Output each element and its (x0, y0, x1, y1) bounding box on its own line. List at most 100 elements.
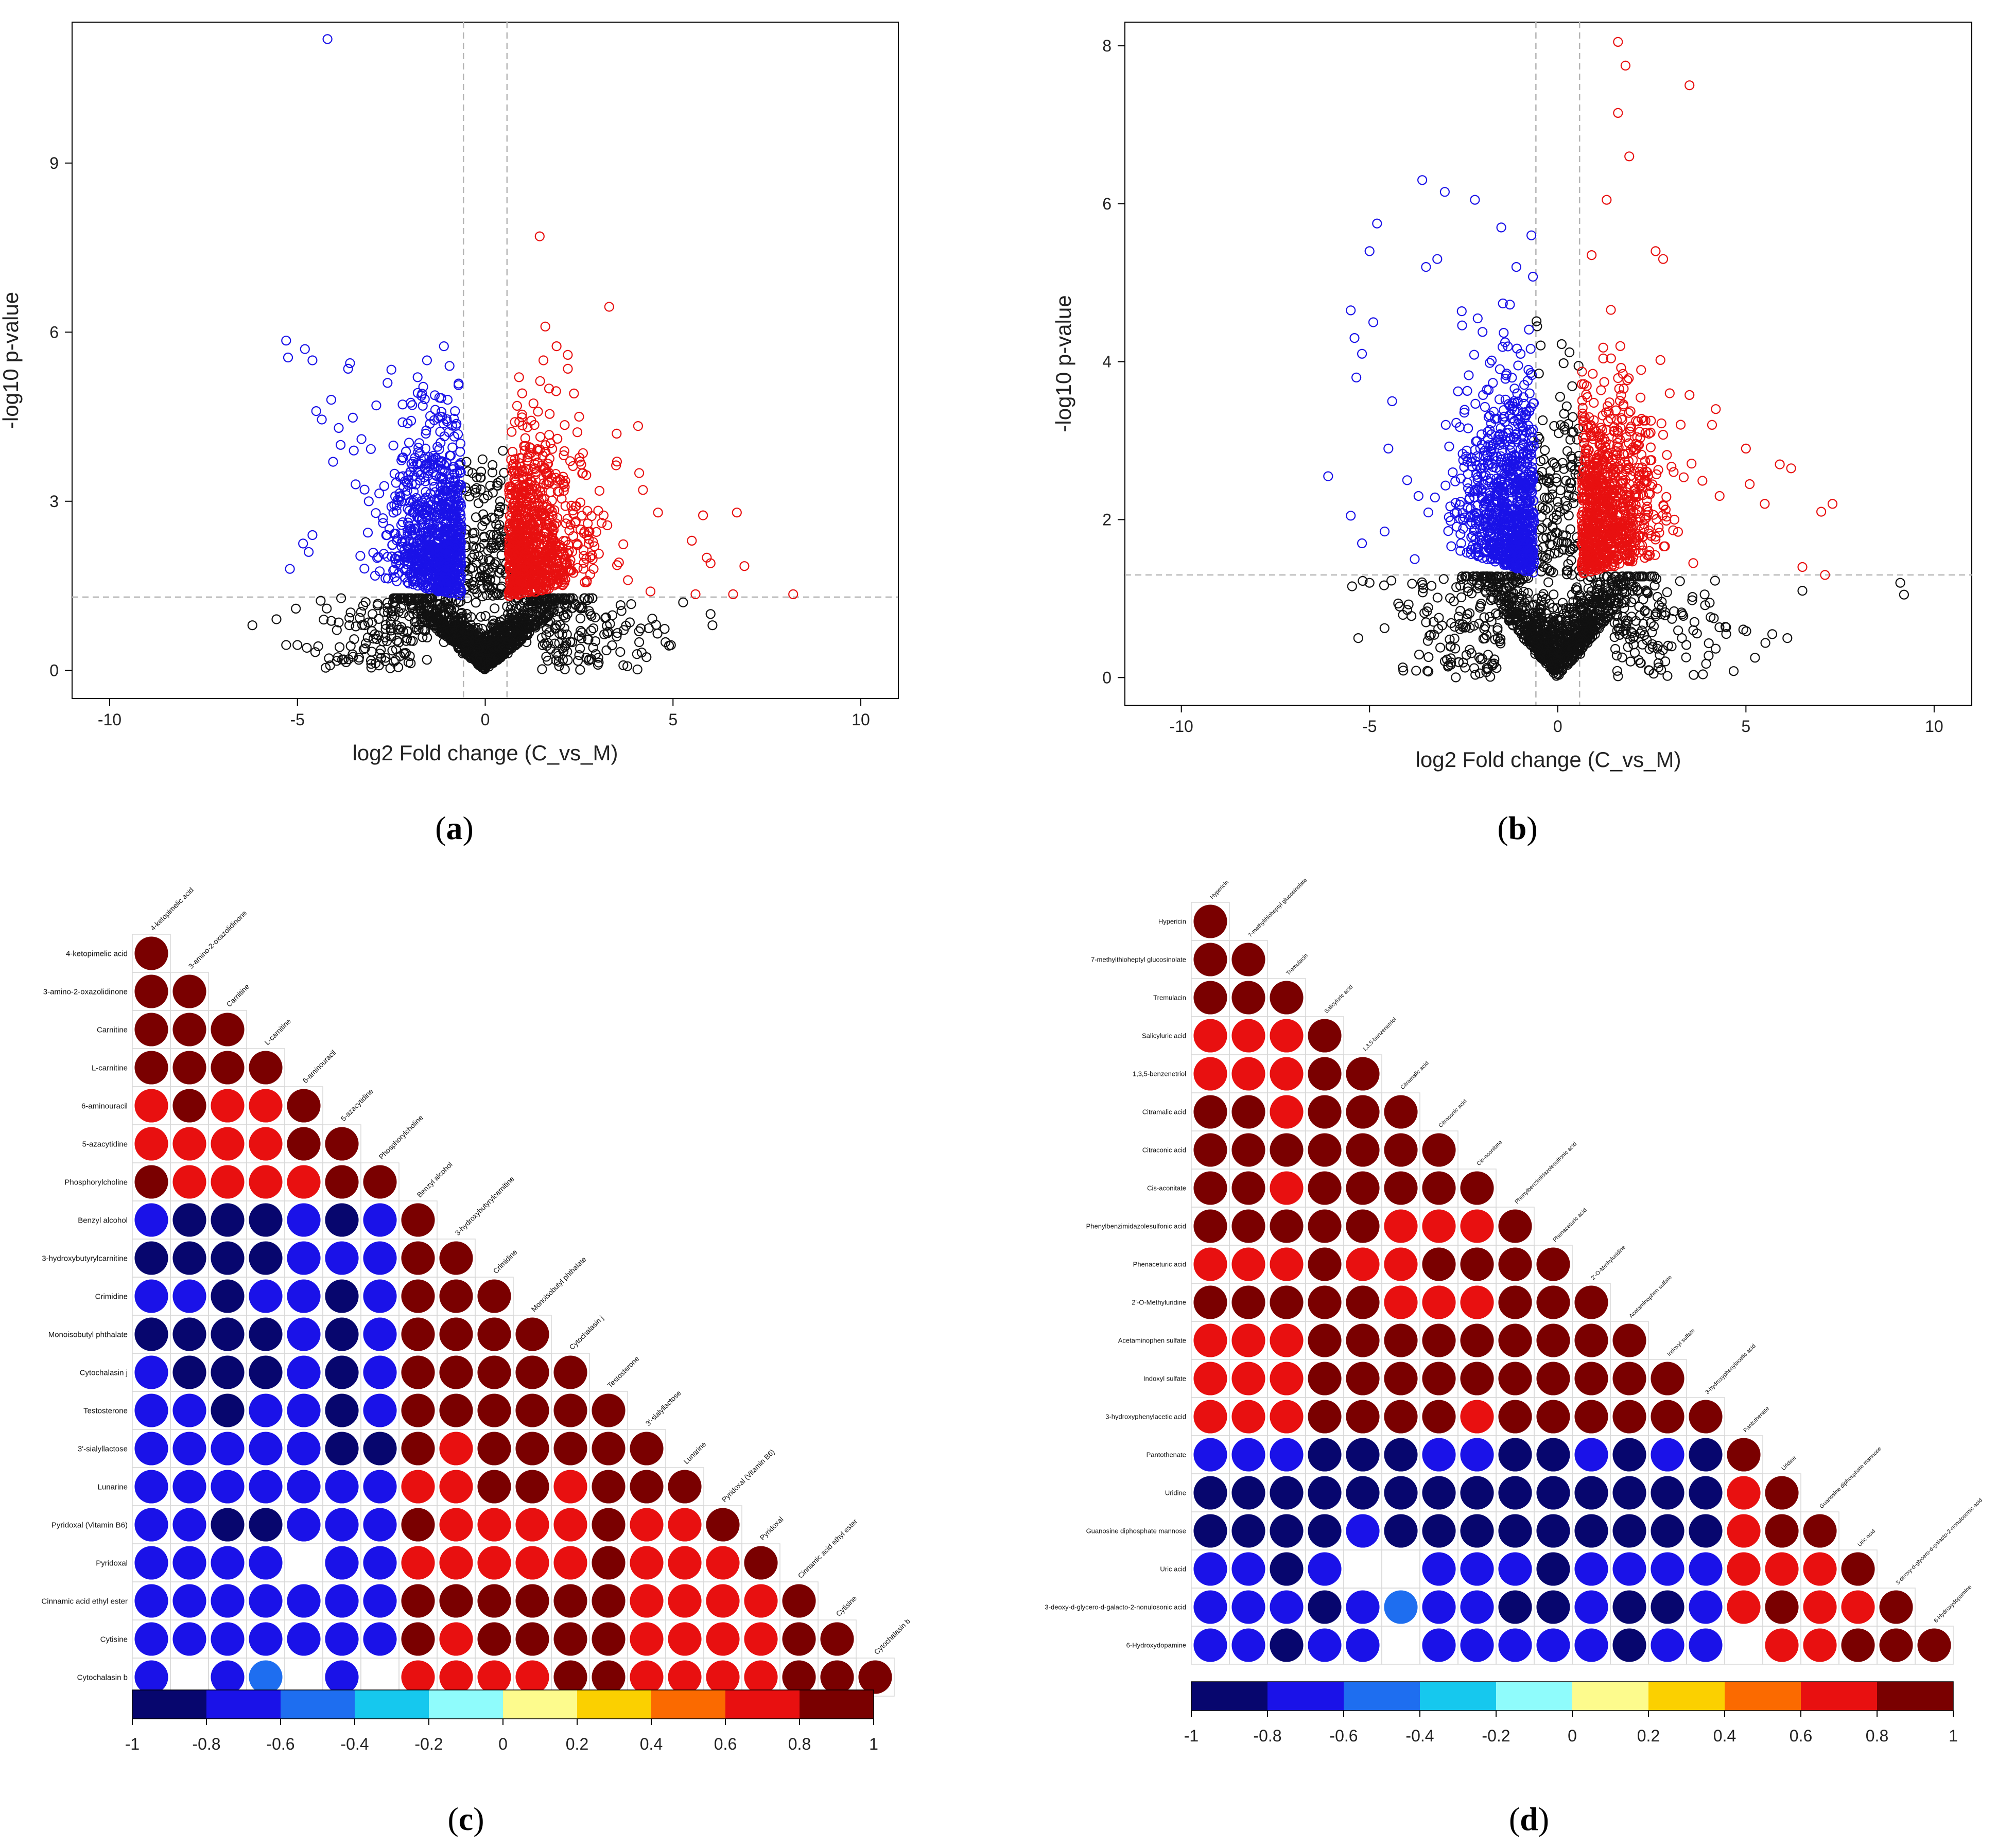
data-point (1483, 650, 1494, 660)
data-point (614, 557, 624, 568)
x-tick-label: 10 (852, 710, 870, 729)
data-point (510, 633, 520, 643)
data-point (499, 614, 509, 624)
data-point (574, 650, 584, 660)
data-point (1625, 656, 1636, 667)
data-point (472, 630, 482, 641)
data-point (540, 638, 550, 649)
data-point (618, 539, 629, 550)
data-point (1574, 642, 1585, 653)
data-point (375, 649, 385, 659)
data-point (1620, 597, 1630, 607)
data-point (607, 610, 618, 620)
data-point (645, 586, 656, 597)
data-point (344, 613, 355, 623)
data-point (1422, 606, 1432, 617)
data-point (463, 622, 473, 633)
data-point (547, 547, 557, 557)
data-point (438, 511, 448, 521)
data-point (1601, 591, 1611, 602)
data-point (461, 635, 471, 646)
data-point (443, 612, 454, 623)
data-point (398, 452, 408, 463)
data-point (487, 644, 497, 655)
data-point (661, 637, 671, 648)
data-point (1586, 616, 1597, 626)
data-point (1347, 581, 1357, 591)
data-point (1663, 640, 1673, 651)
data-point (1567, 569, 1577, 580)
data-point (472, 472, 482, 482)
data-point (1440, 420, 1451, 430)
data-point (517, 475, 528, 485)
data-point (1445, 641, 1455, 652)
data-point (1497, 445, 1508, 456)
data-point (1527, 600, 1538, 611)
data-point (579, 557, 589, 568)
x-axis-label: log2 Fold change (C_vs_M) (1416, 747, 1681, 772)
data-point (1541, 532, 1552, 543)
data-point (1423, 652, 1434, 663)
data-point (1470, 670, 1481, 680)
data-point (1637, 639, 1647, 650)
data-point (1575, 599, 1585, 609)
data-point (1584, 590, 1594, 601)
data-point (367, 647, 377, 657)
data-point (529, 587, 540, 597)
data-point (575, 457, 585, 467)
data-point (413, 443, 424, 453)
data-point (1504, 615, 1515, 625)
data-point (418, 400, 428, 411)
data-point (368, 548, 378, 558)
data-point (550, 538, 561, 548)
y-tick-label: 4 (1102, 353, 1112, 371)
data-point (462, 613, 472, 623)
data-point (448, 501, 458, 512)
data-point (584, 593, 595, 603)
data-point (554, 661, 564, 671)
data-point (453, 573, 463, 584)
data-point (414, 438, 425, 448)
data-point (526, 443, 536, 454)
data-point (519, 445, 530, 456)
data-point (366, 444, 376, 454)
data-point (1554, 670, 1564, 680)
data-point (1467, 576, 1477, 586)
data-point (1621, 621, 1631, 631)
data-point (533, 406, 543, 417)
data-point (1640, 605, 1650, 616)
data-point (577, 627, 587, 638)
data-point (598, 510, 609, 520)
data-point (1496, 634, 1506, 644)
data-point (1698, 669, 1708, 679)
data-point (601, 645, 612, 656)
y-tick-label: 9 (49, 154, 59, 172)
data-point (509, 560, 519, 570)
data-point (387, 646, 397, 656)
data-point (576, 625, 586, 636)
data-point (495, 496, 506, 507)
data-point (403, 480, 413, 490)
data-point (518, 620, 529, 631)
x-tick-label: -5 (290, 710, 305, 729)
data-point (1582, 625, 1593, 636)
data-point (1497, 571, 1507, 582)
data-point (1626, 580, 1636, 590)
data-point (1573, 361, 1584, 371)
points-layer (1323, 37, 1909, 683)
data-point (437, 521, 448, 532)
data-point (1474, 652, 1484, 663)
data-point (1482, 571, 1492, 582)
data-point (535, 432, 546, 442)
data-point (443, 563, 454, 573)
data-point (383, 607, 393, 618)
data-point (422, 655, 432, 665)
data-point (448, 490, 459, 500)
data-point (468, 541, 478, 551)
data-point (1705, 598, 1715, 608)
data-point (1561, 569, 1572, 580)
data-point (386, 631, 396, 642)
data-point (732, 508, 742, 518)
data-point (536, 585, 546, 596)
data-point (421, 486, 431, 497)
